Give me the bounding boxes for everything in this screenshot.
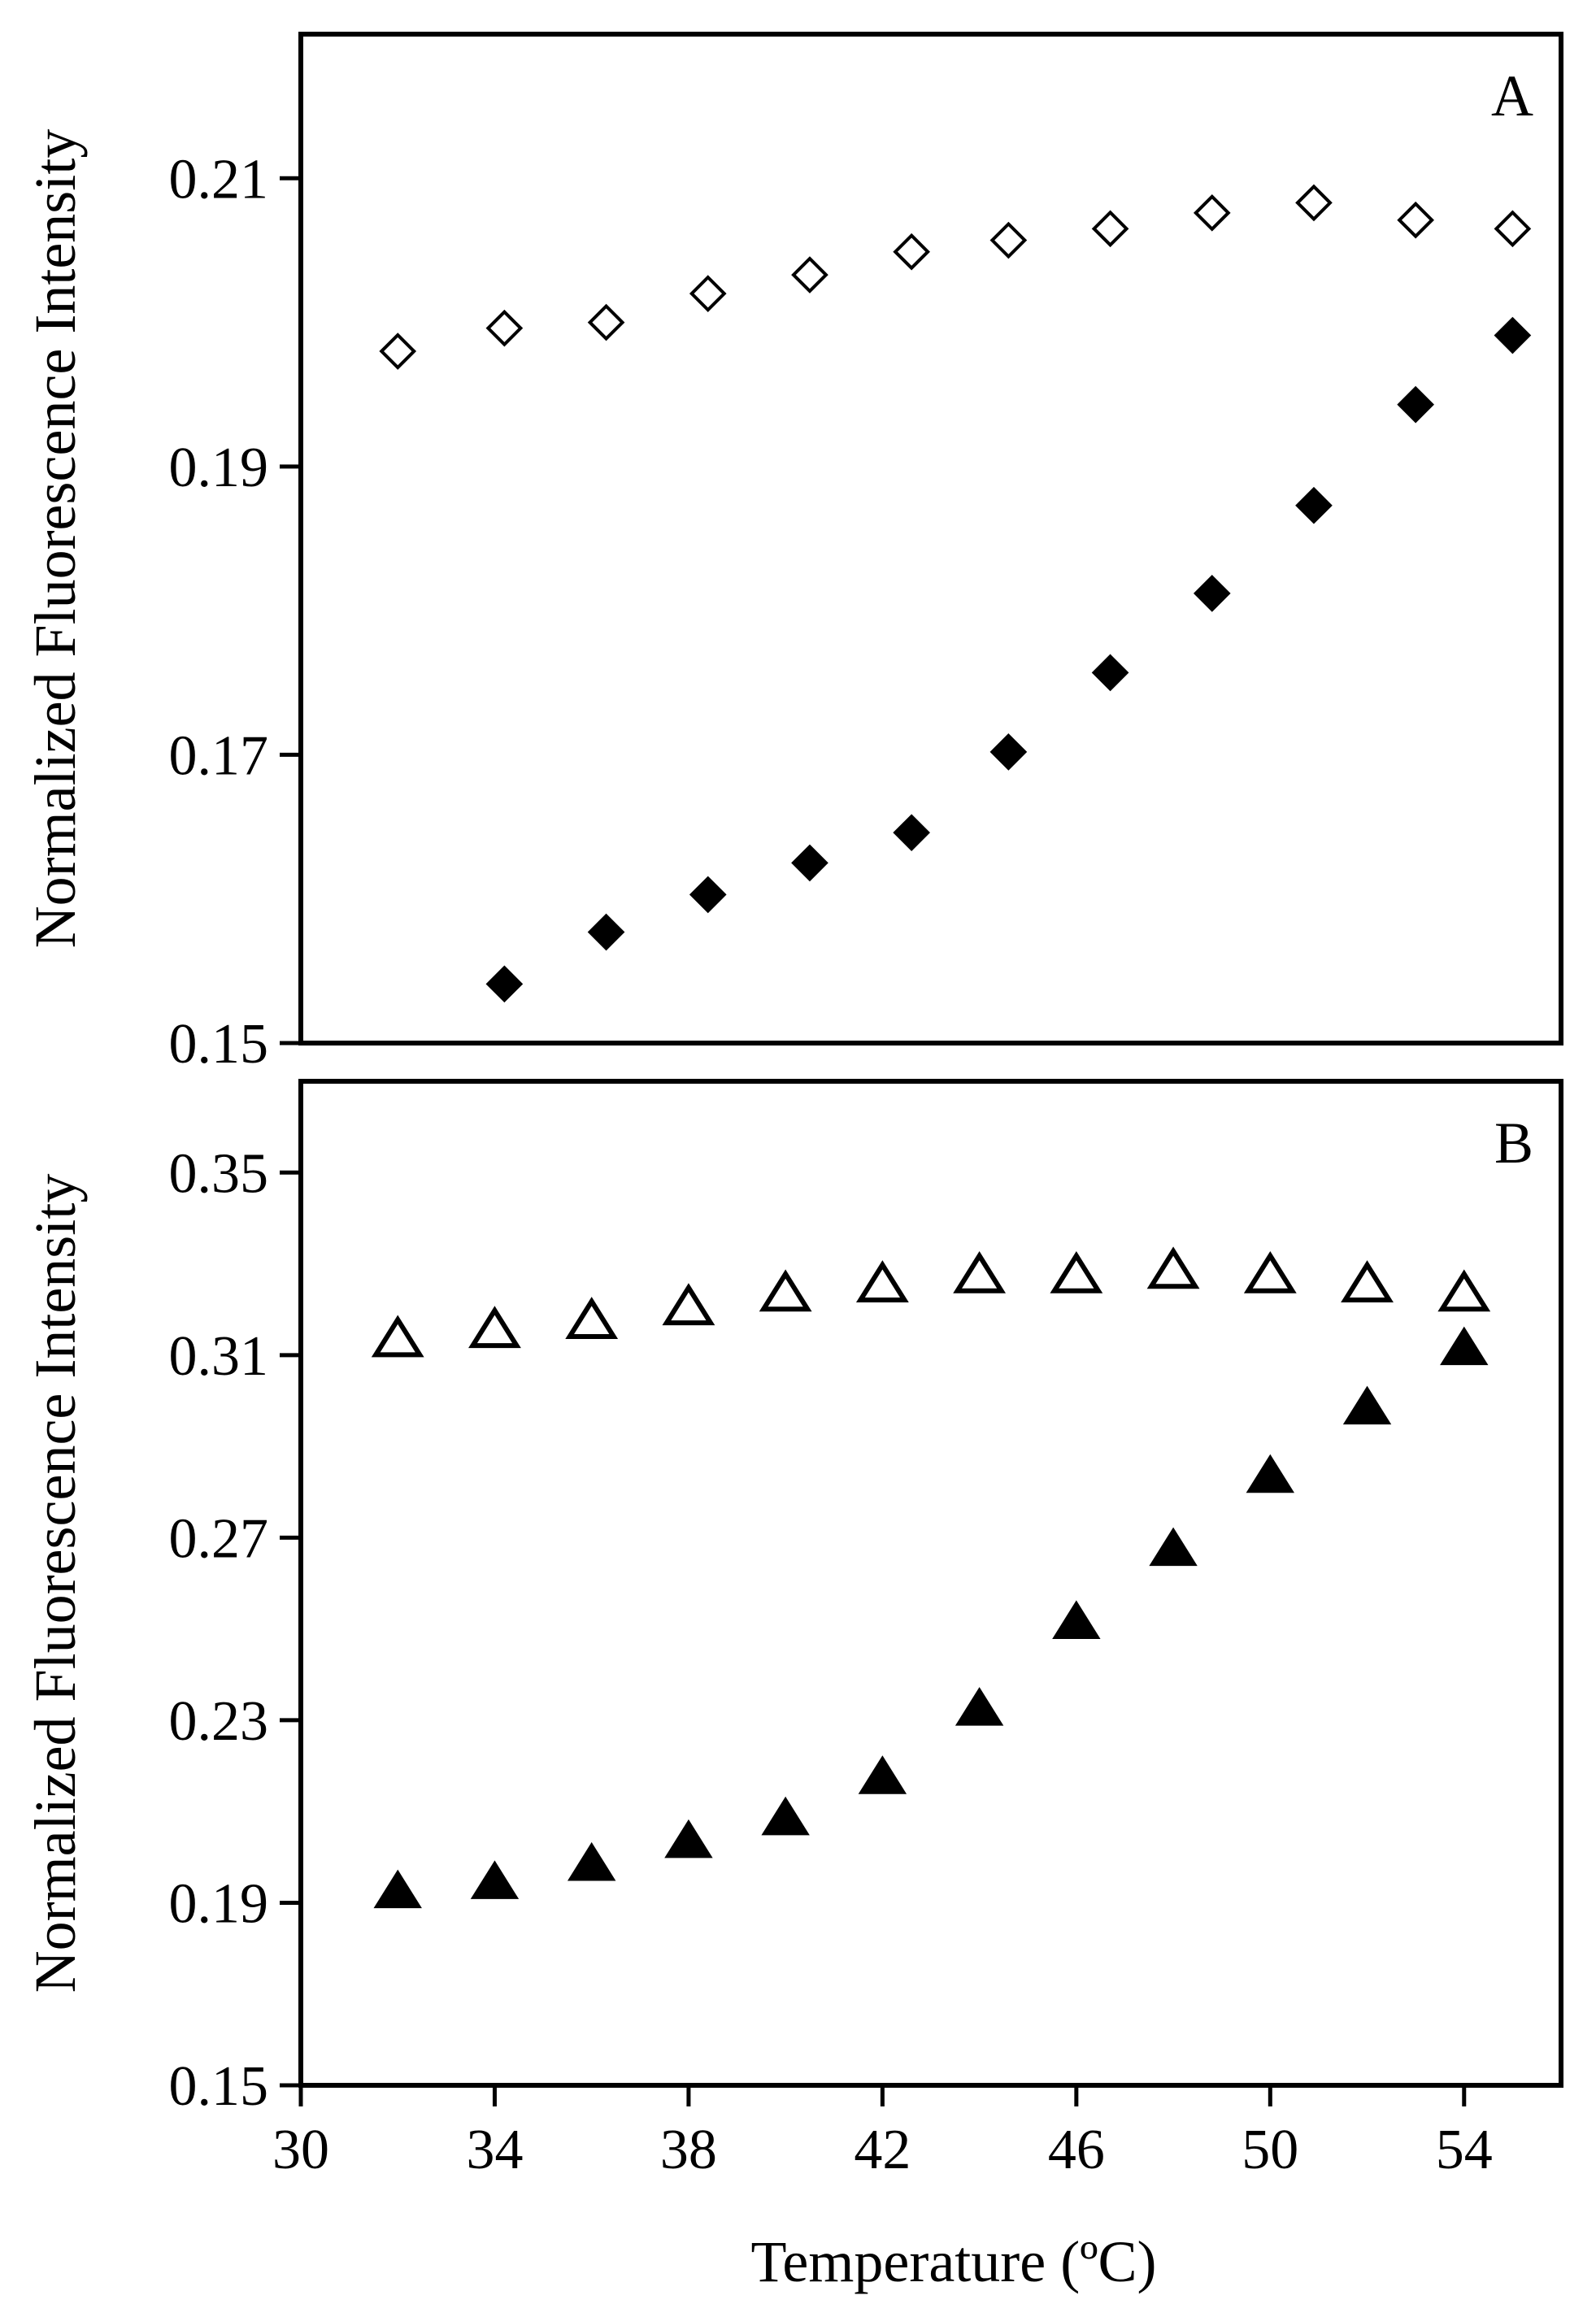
y-axis-label: Normalized Fluorescence Intensity <box>23 129 88 949</box>
panel-label: A <box>1491 63 1533 128</box>
data-point-triangle-filled <box>1149 1527 1198 1567</box>
y-tick-label: 0.17 <box>169 724 269 787</box>
data-point-triangle-open <box>1437 1269 1491 1312</box>
y-axis-label: Normalized Fluorescence Intensity <box>23 1174 88 1993</box>
panel-a: 0.15 0.17 0.19 0.21 Normalized Fluorescence … <box>23 32 1563 1076</box>
data-point-triangle-open <box>662 1283 715 1326</box>
panel-b: 0.15 0.19 0.23 0.27 0.31 0.35 30 34 38 42 46 50 54 No… <box>23 1079 1563 2181</box>
y-tick-label: 0.31 <box>169 1325 269 1388</box>
data-point-triangle-filled <box>955 1687 1004 1726</box>
x-tick-label: 54 <box>1436 2119 1493 2181</box>
data-point-triangle-open <box>1050 1250 1103 1293</box>
data-point-diamond-filled <box>587 913 625 951</box>
y-tick-label: 0.27 <box>169 1507 269 1570</box>
data-point-diamond-filled <box>893 814 930 851</box>
y-tick-label: 0.19 <box>169 437 269 499</box>
data-point-diamond-open <box>587 303 625 341</box>
data-point-triangle-open <box>855 1260 909 1303</box>
x-tick-label: 46 <box>1048 2119 1105 2181</box>
data-point-triangle-open <box>371 1315 424 1358</box>
data-point-diamond-open <box>485 309 524 347</box>
data-point-diamond-filled <box>1091 654 1129 692</box>
data-point-triangle-filled <box>858 1755 907 1794</box>
panel-label: B <box>1494 1111 1533 1176</box>
data-point-diamond-open <box>1295 184 1333 222</box>
y-tick-label: 0.35 <box>169 1142 269 1205</box>
data-point-diamond-filled <box>1295 486 1333 524</box>
plot-frame <box>298 32 1563 1045</box>
data-point-diamond-open <box>791 256 828 293</box>
data-point-triangle-open <box>565 1297 619 1339</box>
data-point-triangle-filled <box>1246 1454 1295 1493</box>
data-point-diamond-open <box>1193 194 1231 232</box>
data-point-diamond-filled <box>485 965 524 1003</box>
data-point-triangle-open <box>1341 1260 1394 1303</box>
data-point-diamond-open <box>1397 201 1434 239</box>
data-point-diamond-filled <box>689 876 727 914</box>
data-point-diamond-filled <box>989 733 1028 771</box>
data-point-diamond-open <box>1091 210 1129 248</box>
data-point-triangle-filled <box>373 1869 422 1909</box>
plot-frame <box>298 1079 1563 2088</box>
data-point-triangle-open <box>468 1306 521 1349</box>
x-tick-label: 34 <box>466 2119 523 2181</box>
x-axis-label: Temperature (ºC) <box>750 2229 1156 2294</box>
x-tick-label: 38 <box>660 2119 717 2181</box>
data-point-triangle-filled <box>470 1860 520 1899</box>
data-point-triangle-open <box>953 1250 1007 1293</box>
data-point-diamond-open <box>379 333 417 370</box>
data-point-triangle-filled <box>1052 1600 1101 1639</box>
y-tick-label: 0.15 <box>169 2055 269 2118</box>
data-point-diamond-filled <box>1397 385 1434 424</box>
y-tick-label: 0.23 <box>169 1690 269 1753</box>
data-point-triangle-open <box>1146 1246 1200 1289</box>
data-point-diamond-filled <box>791 844 828 882</box>
data-point-diamond-open <box>1494 210 1532 248</box>
x-tick-label: 30 <box>272 2119 329 2181</box>
data-point-diamond-filled <box>1193 575 1231 612</box>
data-point-triangle-filled <box>1440 1326 1489 1366</box>
data-point-triangle-filled <box>567 1841 616 1881</box>
data-point-diamond-open <box>989 221 1028 259</box>
data-point-triangle-filled <box>761 1796 810 1836</box>
y-tick-label: 0.15 <box>169 1013 269 1076</box>
data-point-triangle-filled <box>1342 1385 1392 1425</box>
x-tick-label: 50 <box>1242 2119 1298 2181</box>
data-point-triangle-open <box>759 1269 812 1312</box>
data-point-triangle-filled <box>664 1819 713 1858</box>
data-point-diamond-open <box>893 233 930 271</box>
data-point-diamond-open <box>689 275 727 312</box>
y-tick-label: 0.21 <box>169 148 269 211</box>
data-point-triangle-open <box>1243 1250 1297 1293</box>
y-tick-label: 0.19 <box>169 1872 269 1935</box>
x-tick-label: 42 <box>854 2119 911 2181</box>
data-point-diamond-filled <box>1494 316 1532 354</box>
